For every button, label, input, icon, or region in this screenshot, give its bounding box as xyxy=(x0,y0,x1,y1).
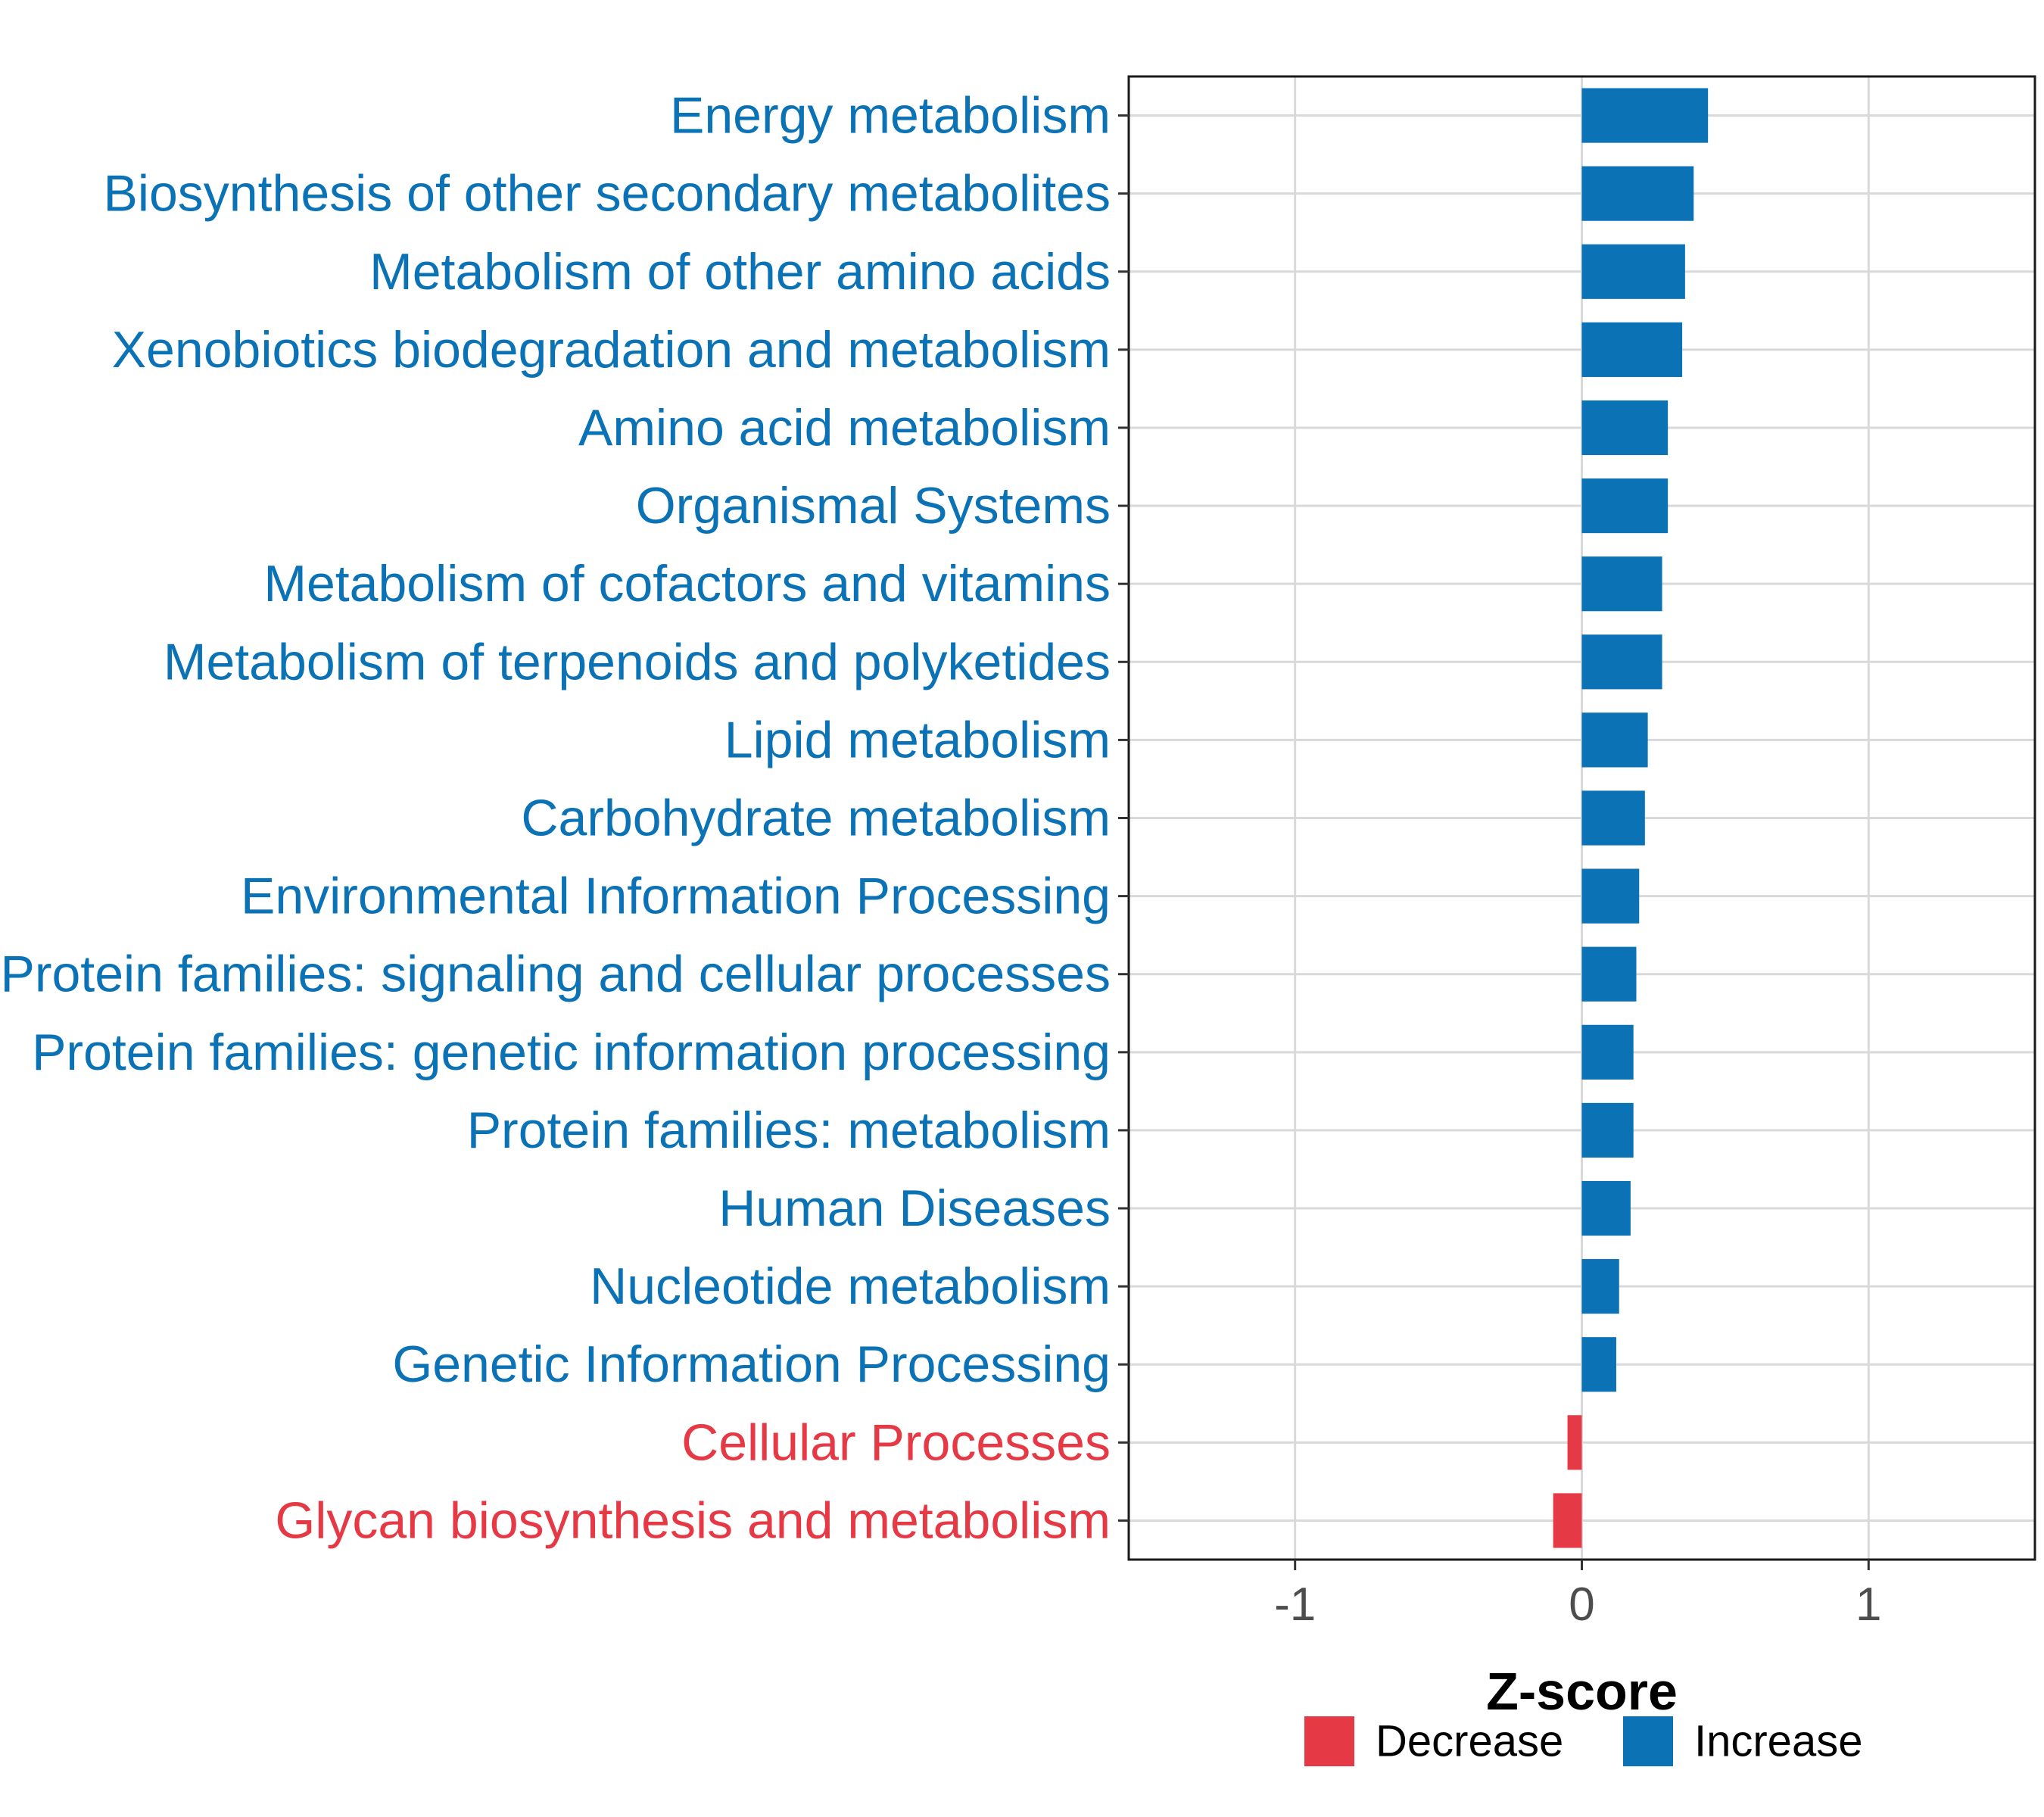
bar-13 xyxy=(1581,1024,1634,1080)
x-tick-label: 0 xyxy=(1569,1579,1594,1631)
category-label: Nucleotide metabolism xyxy=(590,1258,1111,1315)
category-label: Xenobiotics biodegradation and metabolis… xyxy=(112,321,1111,379)
bar-16 xyxy=(1581,1259,1619,1314)
category-label: Glycan biosynthesis and metabolism xyxy=(275,1491,1111,1549)
bar-14 xyxy=(1581,1102,1634,1158)
category-label: Biosynthesis of other secondary metaboli… xyxy=(104,165,1111,223)
bar-15 xyxy=(1581,1180,1631,1236)
bar-11 xyxy=(1581,868,1640,924)
bar-2 xyxy=(1581,166,1694,221)
bar-8 xyxy=(1581,634,1662,690)
category-label: Energy metabolism xyxy=(670,87,1111,145)
x-tick-label: -1 xyxy=(1274,1579,1316,1631)
category-label: Carbohydrate metabolism xyxy=(521,790,1111,847)
category-label: Cellular Processes xyxy=(681,1413,1111,1471)
bar-17 xyxy=(1581,1337,1616,1392)
category-label: Metabolism of cofactors and vitamins xyxy=(263,555,1111,612)
bar-18 xyxy=(1567,1415,1582,1470)
legend-label-decrease: Decrease xyxy=(1376,1717,1563,1766)
category-label: Lipid metabolism xyxy=(724,711,1111,768)
category-label: Human Diseases xyxy=(718,1180,1111,1237)
bar-9 xyxy=(1581,712,1648,768)
bar-7 xyxy=(1581,556,1662,612)
category-label: Genetic Information Processing xyxy=(392,1335,1111,1393)
bar-10 xyxy=(1581,790,1645,846)
category-label: Metabolism of terpenoids and polyketides xyxy=(164,633,1111,690)
category-label: Protein families: signaling and cellular… xyxy=(0,946,1111,1003)
category-label: Amino acid metabolism xyxy=(578,399,1111,457)
category-label: Organismal Systems xyxy=(636,477,1111,535)
x-axis-title: Z-score xyxy=(1486,1662,1678,1721)
legend-key-decrease xyxy=(1304,1716,1354,1766)
bar-4 xyxy=(1581,322,1683,377)
bar-3 xyxy=(1581,244,1685,299)
bar-19 xyxy=(1553,1493,1582,1548)
bar-12 xyxy=(1581,946,1637,1002)
x-tick-label: 1 xyxy=(1855,1579,1881,1631)
legend-key-increase xyxy=(1623,1716,1673,1766)
bar-6 xyxy=(1581,478,1669,534)
category-label: Environmental Information Processing xyxy=(241,868,1111,925)
category-label: Protein families: metabolism xyxy=(467,1102,1111,1159)
legend-label-increase: Increase xyxy=(1694,1717,1862,1766)
bar-5 xyxy=(1581,400,1669,456)
category-label: Protein families: genetic information pr… xyxy=(32,1024,1111,1081)
bar-1 xyxy=(1581,88,1709,143)
category-label: Metabolism of other amino acids xyxy=(369,243,1111,301)
